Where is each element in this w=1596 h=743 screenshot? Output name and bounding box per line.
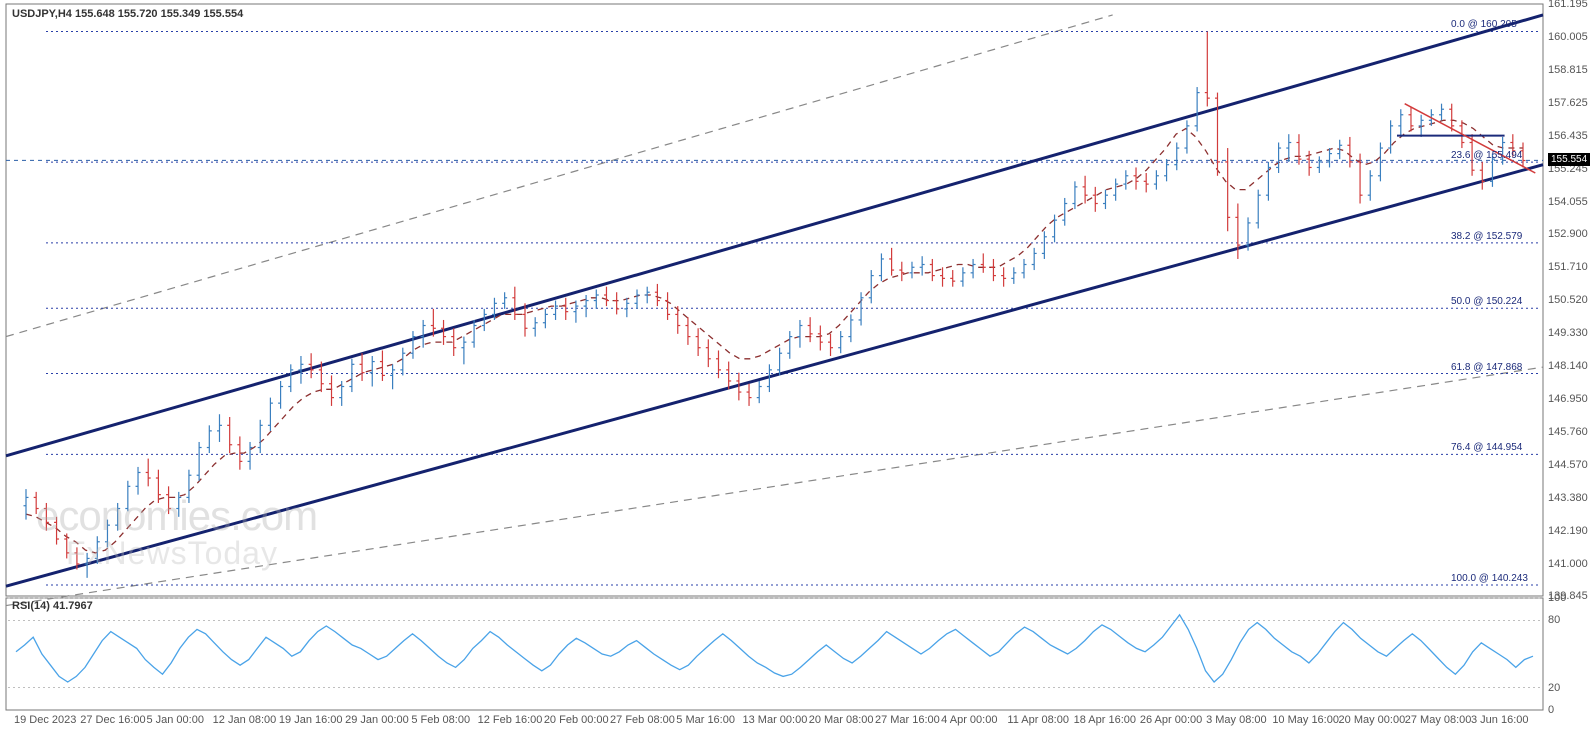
dashed-channel-upper [6,15,1113,337]
x-tick-19: 10 May 16:00 [1272,714,1339,726]
y-tick-7: 152.900 [1548,228,1588,240]
x-tick-21: 27 May 08:00 [1405,714,1472,726]
x-tick-4: 19 Jan 16:00 [279,714,343,726]
x-tick-0: 19 Dec 2023 [14,714,76,726]
watermark-line2: FxNewsToday [66,537,317,569]
x-tick-16: 18 Apr 16:00 [1074,714,1136,726]
fib-label-2: 38.2 @ 152.579 [1451,231,1522,242]
x-tick-7: 12 Feb 16:00 [478,714,543,726]
x-tick-13: 27 Mar 16:00 [875,714,940,726]
y-tick-6: 154.055 [1548,196,1588,208]
rsi-panel-frame[interactable] [6,598,1543,710]
rsi-y-80: 80 [1548,614,1560,626]
rsi-header: RSI(14) 41.7967 [12,600,93,612]
y-tick-17: 141.000 [1548,558,1588,570]
x-tick-14: 4 Apr 00:00 [941,714,997,726]
y-tick-9: 150.520 [1548,294,1588,306]
chart-header: USDJPY,H4 155.648 155.720 155.349 155.55… [12,8,243,20]
fib-label-5: 76.4 @ 144.954 [1451,442,1522,453]
y-tick-1: 160.005 [1548,31,1588,43]
fib-label-4: 61.8 @ 147.868 [1451,362,1522,373]
y-tick-4: 156.435 [1548,130,1588,142]
rsi-y-0: 0 [1548,704,1554,716]
short-trend-line [1405,104,1536,173]
fib-label-1: 23.6 @ 155.494 [1451,150,1522,161]
x-tick-15: 11 Apr 08:00 [1007,714,1069,726]
x-tick-8: 20 Feb 00:00 [544,714,609,726]
current-price-tag: 155.554 [1548,153,1590,166]
x-tick-2: 5 Jan 00:00 [146,714,204,726]
x-tick-10: 5 Mar 16:00 [676,714,735,726]
y-tick-0: 161.195 [1548,0,1588,10]
y-tick-2: 158.815 [1548,64,1588,76]
rsi-y-100: 100 [1548,592,1566,604]
watermark-line1: economies.com [36,492,317,539]
watermark: economies.comFxNewsToday [36,495,317,569]
fib-label-6: 100.0 @ 140.243 [1451,573,1528,584]
y-tick-10: 149.330 [1548,327,1588,339]
fib-label-3: 50.0 @ 150.224 [1451,296,1522,307]
x-tick-22: 3 Jun 16:00 [1471,714,1529,726]
y-tick-13: 145.760 [1548,426,1588,438]
channel-upper [6,15,1543,456]
y-tick-11: 148.140 [1548,360,1588,372]
x-tick-1: 27 Dec 16:00 [80,714,145,726]
x-tick-3: 12 Jan 08:00 [213,714,277,726]
x-tick-18: 3 May 08:00 [1206,714,1267,726]
x-tick-5: 29 Jan 00:00 [345,714,409,726]
fib-label-0: 0.0 @ 160.205 [1451,19,1517,30]
y-tick-8: 151.710 [1548,261,1588,273]
y-tick-12: 146.950 [1548,393,1588,405]
rsi-line [16,615,1533,682]
x-tick-9: 27 Feb 08:00 [610,714,675,726]
x-tick-12: 20 Mar 08:00 [809,714,874,726]
y-tick-15: 143.380 [1548,492,1588,504]
x-tick-20: 20 May 00:00 [1339,714,1406,726]
x-tick-6: 5 Feb 08:00 [411,714,470,726]
moving-average-line [26,120,1523,553]
y-tick-14: 144.570 [1548,459,1588,471]
y-tick-16: 142.190 [1548,525,1588,537]
y-tick-3: 157.625 [1548,97,1588,109]
rsi-y-20: 20 [1548,682,1560,694]
x-tick-11: 13 Mar 00:00 [743,714,808,726]
x-tick-17: 26 Apr 00:00 [1140,714,1202,726]
